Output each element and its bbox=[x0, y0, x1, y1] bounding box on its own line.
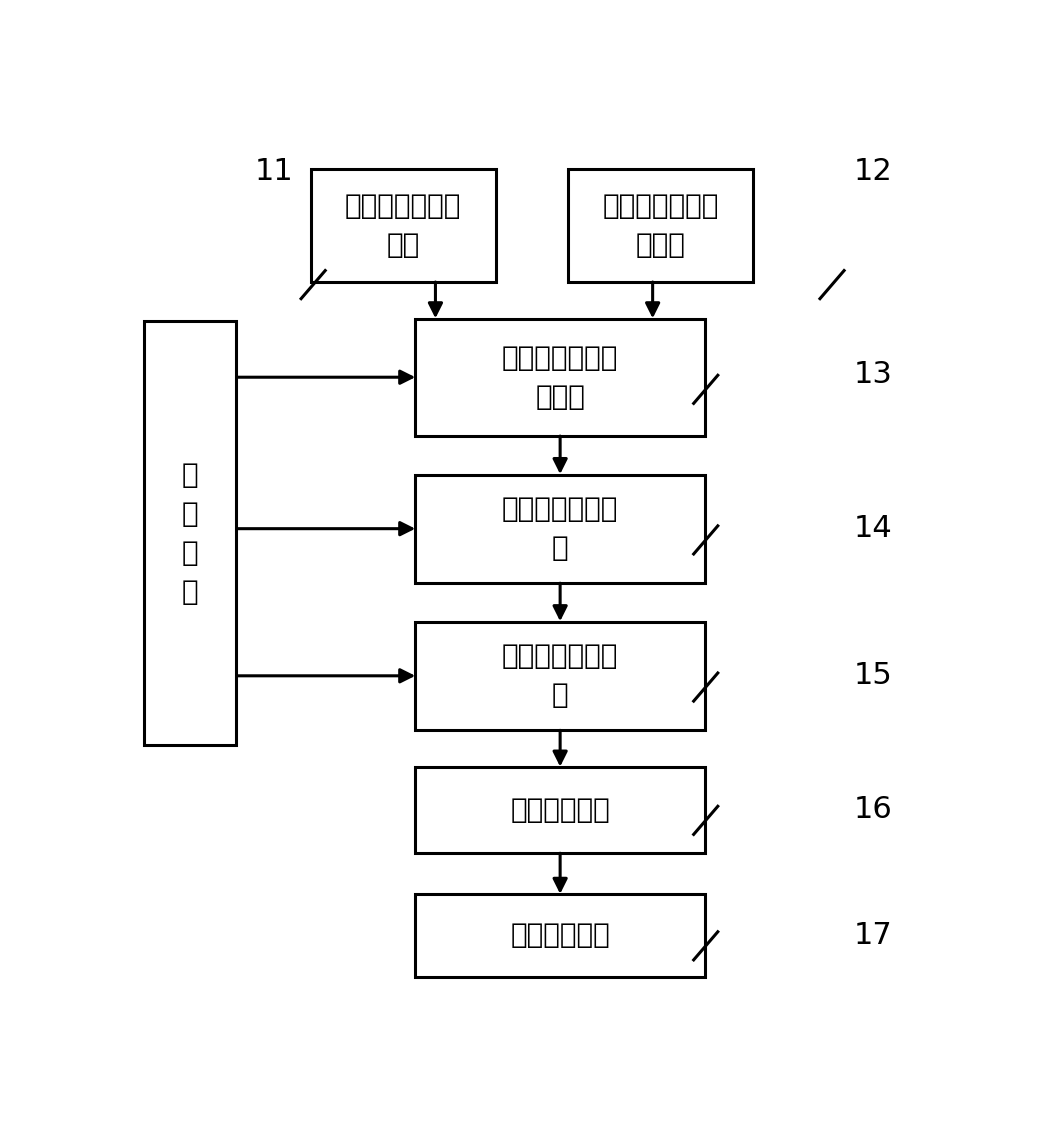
Text: 12: 12 bbox=[854, 156, 893, 185]
Text: 13: 13 bbox=[854, 360, 893, 389]
Text: 其
它
单
元: 其 它 单 元 bbox=[182, 461, 198, 606]
FancyBboxPatch shape bbox=[415, 767, 705, 853]
Text: 15: 15 bbox=[854, 661, 893, 690]
FancyBboxPatch shape bbox=[144, 321, 237, 745]
Text: 线路结构模型创
建单元: 线路结构模型创 建单元 bbox=[502, 344, 619, 410]
Text: 16: 16 bbox=[854, 796, 893, 824]
Text: 参数模型库创建
单元: 参数模型库创建 单元 bbox=[345, 192, 462, 260]
FancyBboxPatch shape bbox=[415, 895, 705, 977]
Text: 14: 14 bbox=[854, 514, 893, 543]
Text: 实体模型创建单
元: 实体模型创建单 元 bbox=[502, 496, 619, 562]
Text: 线路业务数据管
理单元: 线路业务数据管 理单元 bbox=[602, 192, 719, 260]
Text: 地表模型管理单
元: 地表模型管理单 元 bbox=[502, 642, 619, 709]
FancyBboxPatch shape bbox=[415, 319, 705, 436]
FancyBboxPatch shape bbox=[415, 474, 705, 582]
Text: 模型整合单元: 模型整合单元 bbox=[511, 796, 610, 824]
Text: 图形操作单元: 图形操作单元 bbox=[511, 922, 610, 950]
Text: 11: 11 bbox=[254, 156, 293, 185]
FancyBboxPatch shape bbox=[568, 170, 754, 282]
FancyBboxPatch shape bbox=[415, 622, 705, 729]
FancyBboxPatch shape bbox=[310, 170, 496, 282]
Text: 17: 17 bbox=[854, 921, 893, 950]
